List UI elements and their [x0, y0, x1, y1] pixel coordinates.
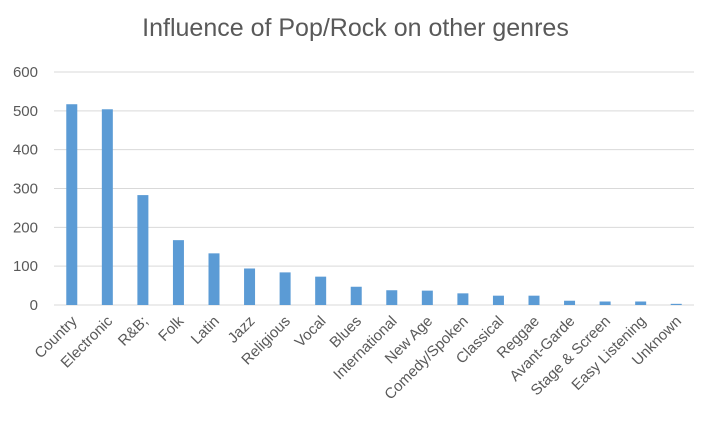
bar	[244, 268, 256, 305]
bar	[564, 300, 576, 305]
bar	[66, 104, 78, 306]
y-tick-label: 200	[13, 219, 38, 236]
bar	[279, 272, 291, 305]
y-tick-label: 400	[13, 142, 38, 159]
bar	[635, 301, 647, 305]
bar	[492, 295, 504, 305]
bar	[315, 276, 327, 305]
y-tick-label: 300	[13, 181, 38, 198]
bar	[350, 286, 362, 305]
bar	[101, 109, 113, 305]
bar	[386, 290, 398, 305]
y-tick-label: 500	[13, 103, 38, 120]
x-tick-label: Vocal	[292, 313, 330, 351]
bar	[172, 240, 184, 305]
y-tick-label: 600	[13, 64, 38, 81]
y-tick-label: 0	[30, 297, 38, 314]
x-tick-label: Folk	[155, 312, 187, 344]
bar	[670, 303, 682, 305]
x-tick-label: Latin	[188, 313, 223, 348]
bar	[208, 253, 220, 305]
chart-title: Influence of Pop/Rock on other genres	[142, 14, 569, 42]
bar	[599, 301, 611, 305]
x-tick-label: R&B;	[115, 313, 152, 350]
bar	[457, 293, 469, 305]
y-tick-label: 100	[13, 258, 38, 275]
bar	[528, 295, 540, 305]
bar	[421, 290, 433, 305]
bar	[137, 195, 149, 305]
